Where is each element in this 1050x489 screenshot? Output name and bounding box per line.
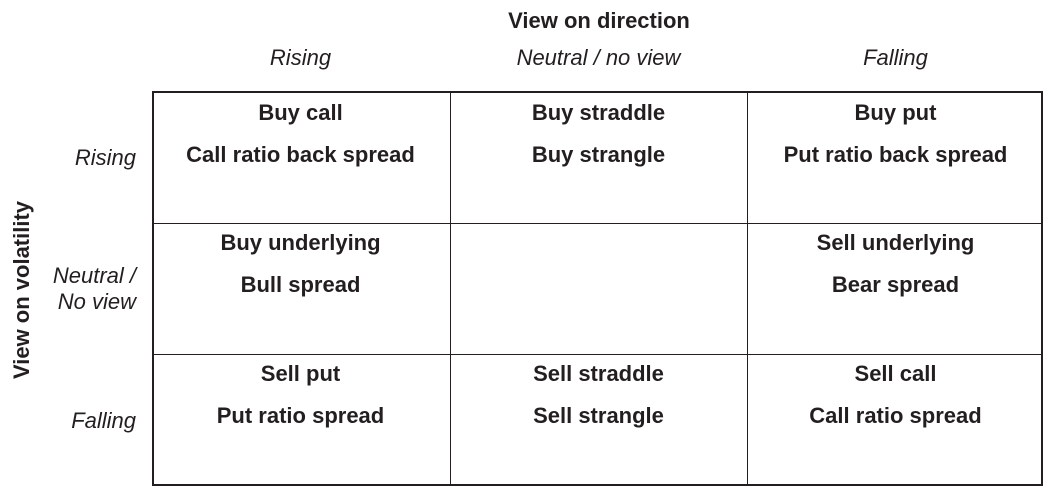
cell-vol-neutral-dir-falling: Sell underlying Bear spread [747,222,1044,306]
cell-vol-falling-dir-falling: Sell call Call ratio spread [747,353,1044,437]
strategy-label: Put ratio spread [216,403,385,428]
strategy-label: Sell put [260,361,341,386]
strategy-label: Sell call [854,361,937,386]
column-header-falling: Falling [863,45,928,70]
strategy-label: Buy put [854,100,937,125]
strategy-label: Sell strangle [533,403,664,428]
strategy-label: Buy straddle [531,100,666,125]
cell-vol-rising-dir-neutral: Buy straddle Buy strangle [450,92,747,176]
strategy-matrix [152,91,1043,486]
column-divider-1 [450,93,451,484]
row-header-neutral-line-2: No view [57,289,136,314]
row-header-neutral-line-1: Neutral / [52,263,136,288]
strategy-label: Put ratio back spread [783,142,1008,167]
cell-vol-rising-dir-falling: Buy put Put ratio back spread [747,92,1044,176]
strategy-label: Buy strangle [531,142,666,167]
strategy-label: Call ratio back spread [186,142,415,167]
cell-vol-rising-dir-rising: Buy call Call ratio back spread [152,92,449,176]
strategy-label: Sell underlying [816,230,975,255]
strategy-label: Sell straddle [533,361,664,386]
row-header-neutral: Neutral / No view [53,263,136,315]
cell-vol-falling-dir-rising: Sell put Put ratio spread [152,353,449,437]
cell-vol-falling-dir-neutral: Sell straddle Sell strangle [450,353,747,437]
cell-vol-neutral-dir-rising: Buy underlying Bull spread [152,222,449,306]
strategy-label: Buy underlying [220,230,381,255]
column-header-neutral: Neutral / no view [516,45,681,70]
row-divider-2 [154,354,1041,355]
strategy-label: Call ratio spread [809,403,982,428]
row-header-rising-line: Rising [74,145,136,170]
row-divider-1 [154,223,1041,224]
volatility-axis-title: View on volatility [9,200,34,380]
row-header-falling-line: Falling [71,408,136,433]
row-header-rising: Rising [75,145,136,171]
column-header-rising: Rising [269,45,332,70]
direction-axis-title: View on direction [508,8,690,33]
strategy-label: Buy call [258,100,343,125]
strategy-label: Bull spread [240,272,361,297]
column-divider-2 [747,93,748,484]
strategy-label: Bear spread [831,272,960,297]
row-header-falling: Falling [71,408,136,434]
